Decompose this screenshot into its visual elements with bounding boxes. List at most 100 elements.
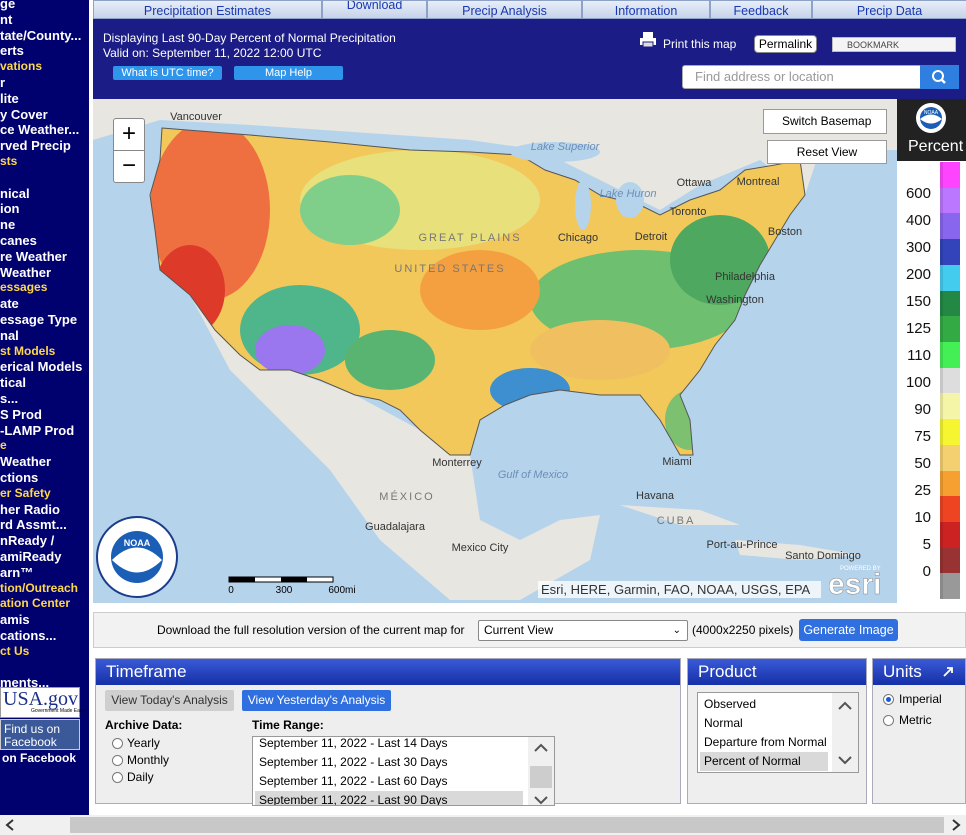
range-label: Time Range: <box>252 718 324 732</box>
nav-link[interactable]: rd Assmt... <box>0 517 67 533</box>
nav-link[interactable]: ct Us <box>0 643 30 658</box>
nav-link[interactable]: erical Models <box>0 359 83 375</box>
legend-swatch <box>940 341 960 369</box>
nav-link[interactable]: st Models <box>0 343 56 358</box>
nav-link[interactable]: ce Weather... <box>0 122 80 138</box>
nav-link[interactable]: ne <box>0 217 16 233</box>
list-option[interactable]: September 11, 2022 - Last 90 Days <box>255 791 523 805</box>
radio-button[interactable] <box>112 755 123 766</box>
nav-link[interactable]: her Radio <box>0 501 60 517</box>
nav-tab[interactable]: Precip Analysis <box>427 0 582 19</box>
scroll-left[interactable] <box>4 819 16 831</box>
zoom-in[interactable]: + <box>114 119 144 151</box>
list-option[interactable]: September 11, 2022 - Last 60 Days <box>259 774 448 788</box>
scroll-thumb[interactable] <box>530 766 552 788</box>
nav-link[interactable]: -LAMP Prod <box>0 422 75 438</box>
list-option[interactable]: Departure from Normal <box>704 735 827 749</box>
radio-button[interactable] <box>112 772 123 783</box>
nav-link[interactable]: erts <box>0 43 24 59</box>
scrollbar[interactable] <box>832 693 858 772</box>
nav-tab[interactable]: Feedback <box>710 0 812 19</box>
nav-link[interactable]: sts <box>0 154 18 168</box>
list-option[interactable]: September 11, 2022 - Last 14 Days <box>259 736 448 750</box>
map[interactable]: Vancouver Lake Superior Lake Huron Ottawa Mo… <box>93 99 897 603</box>
nav-link[interactable]: ion <box>0 201 20 217</box>
scroll-down[interactable] <box>534 795 548 805</box>
nav-link[interactable]: tate/County... <box>0 27 82 43</box>
nav-link[interactable]: arn™ <box>0 564 34 580</box>
nav-link[interactable]: ments... <box>0 674 50 690</box>
nav-link[interactable]: essages <box>0 280 48 295</box>
today-button[interactable]: View Today's Analysis <box>105 690 234 711</box>
radio-button[interactable] <box>883 715 894 726</box>
map-help-button[interactable]: Map Help <box>234 66 343 80</box>
nav-link[interactable]: lite <box>0 90 19 106</box>
nav-tab[interactable]: Information <box>582 0 710 19</box>
nav-link[interactable]: S Prod <box>0 406 42 422</box>
nav-link[interactable]: ctions <box>0 470 39 485</box>
nav-link[interactable]: s... <box>0 391 19 406</box>
bookmark-widget[interactable]: BOOKMARK <box>832 37 956 52</box>
switch-basemap-label: Switch Basemap <box>782 114 872 128</box>
printer-icon[interactable] <box>639 32 657 48</box>
nav-link[interactable]: tical <box>0 375 27 391</box>
legend-label: 200 <box>905 266 931 283</box>
switch-basemap-button[interactable]: Switch Basemap <box>763 109 887 134</box>
nav-link[interactable]: tion/Outreach <box>0 580 79 595</box>
place-label: Miami <box>662 456 691 468</box>
nav-link[interactable]: e <box>0 438 7 453</box>
nav-link[interactable]: y Cover <box>0 106 48 122</box>
permalink-button[interactable]: Permalink <box>754 35 817 53</box>
horizontal-scrollbar[interactable] <box>0 815 966 835</box>
nav-link[interactable]: Weather <box>0 454 52 470</box>
scrollbar[interactable] <box>528 737 554 805</box>
search-input[interactable]: Find address or location <box>682 65 921 89</box>
scroll-thumb[interactable] <box>70 817 944 833</box>
nav-link[interactable]: canes <box>0 233 37 248</box>
scroll-right[interactable] <box>950 819 962 831</box>
facebook-badge[interactable]: Find us on Facebook <box>0 719 80 750</box>
radio-button[interactable] <box>112 738 123 749</box>
nav-link[interactable]: nReady / <box>0 533 55 549</box>
nav-link[interactable]: nal <box>0 327 19 343</box>
scroll-up[interactable] <box>838 701 852 711</box>
nav-link[interactable]: ge <box>0 0 16 11</box>
range-listbox[interactable]: September 11, 2022 - Last 14 Days Septemb… <box>252 736 555 806</box>
yesterday-button[interactable]: View Yesterday's Analysis <box>242 690 391 711</box>
usa-gov-badge[interactable]: USA.gov Government Made Easy <box>0 687 85 718</box>
list-option[interactable]: Observed <box>704 697 757 711</box>
nav-link[interactable]: re Weather <box>0 248 67 264</box>
search-button[interactable] <box>920 65 959 89</box>
print-link[interactable]: Print this map <box>663 37 737 51</box>
nav-tab[interactable]: Download <box>322 0 427 19</box>
nav-link[interactable]: ation Center <box>0 596 71 611</box>
view-select[interactable]: Current View ⌄ <box>478 620 688 641</box>
nav-link[interactable]: ate <box>0 296 19 312</box>
facebook-link[interactable]: on Facebook <box>2 751 77 765</box>
expand-icon[interactable] <box>941 665 955 679</box>
nav-link[interactable]: essage Type <box>0 312 78 327</box>
nav-link[interactable]: amis <box>0 612 30 628</box>
list-option[interactable]: Percent of Normal <box>700 752 828 771</box>
nav-link[interactable]: vations <box>0 59 43 74</box>
generate-image-button[interactable]: Generate Image <box>799 619 898 641</box>
radio-button[interactable] <box>883 694 894 705</box>
list-option[interactable]: Normal <box>704 716 743 730</box>
nav-link[interactable]: er Safety <box>0 485 51 500</box>
nav-tab[interactable]: Precip Data <box>812 0 966 19</box>
list-option[interactable]: September 11, 2022 - Last 30 Days <box>259 755 448 769</box>
nav-tab[interactable]: Precipitation Estimates <box>93 0 322 19</box>
nav-link[interactable]: nical <box>0 185 30 201</box>
nav-link[interactable]: r <box>0 75 6 90</box>
reset-view-button[interactable]: Reset View <box>767 140 887 164</box>
nav-link[interactable]: nt <box>0 11 13 27</box>
scroll-down[interactable] <box>838 755 852 765</box>
zoom-out[interactable]: − <box>121 152 136 179</box>
scroll-up[interactable] <box>534 743 548 753</box>
nav-link[interactable]: Weather <box>0 264 52 280</box>
product-listbox[interactable]: Observed Normal Departure from Normal Perce… <box>697 692 859 773</box>
nav-link[interactable]: rved Precip <box>0 138 71 154</box>
utc-button[interactable]: What is UTC time? <box>113 66 222 80</box>
nav-link[interactable]: cations... <box>0 628 57 643</box>
nav-link[interactable]: amiReady <box>0 549 62 564</box>
